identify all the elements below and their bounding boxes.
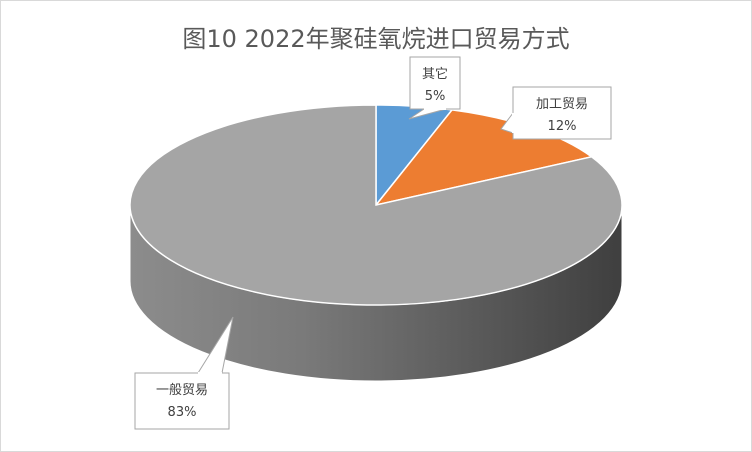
chart-title: 图10 2022年聚硅氧烷进口贸易方式: [182, 25, 570, 53]
callout-box: [512, 86, 612, 140]
category-label: 加工贸易: [536, 97, 588, 112]
callout-1: 加工贸易 12%: [500, 86, 612, 140]
callout-2: 一般贸易 83%: [134, 316, 234, 430]
pie-slice-2: [129, 104, 623, 306]
callout-box: [409, 56, 461, 110]
category-label: 其它: [422, 66, 448, 82]
category-label: 一般贸易: [156, 382, 208, 398]
callout-box: [134, 372, 230, 430]
callout-pointer: [500, 112, 514, 134]
callout-pointer: [197, 316, 234, 374]
callout-0: 其它 5%: [408, 56, 461, 120]
percent-label: 12%: [548, 119, 577, 134]
percent-label: 5%: [425, 89, 446, 104]
percent-label: 83%: [168, 405, 197, 420]
callout-pointer: [408, 108, 447, 120]
